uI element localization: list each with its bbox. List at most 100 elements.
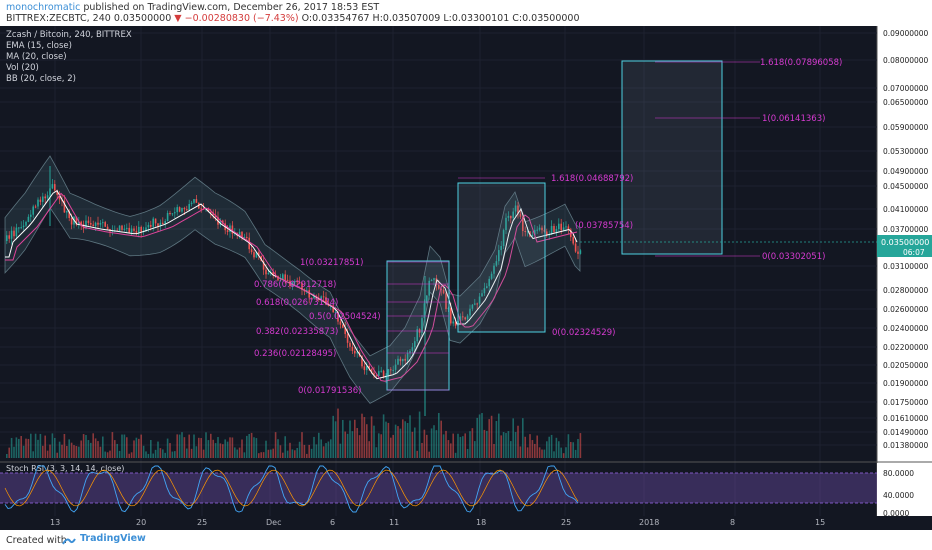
legend-ema[interactable]: EMA (15, close) — [6, 41, 72, 51]
candle-body — [493, 265, 495, 274]
fib-level-label: 0.618(0.02673174) — [256, 298, 338, 308]
volume-bar — [214, 443, 217, 458]
volume-bar — [579, 433, 582, 458]
volume-bar — [344, 431, 346, 458]
candle-body — [555, 229, 558, 232]
candle-body — [538, 227, 541, 230]
candle-body — [22, 225, 25, 228]
tradingview-brand[interactable]: TradingView — [80, 533, 146, 544]
volume-bar — [22, 445, 25, 458]
volume-bar — [330, 439, 332, 458]
fib-level-label: 1.618(0.07896058) — [760, 58, 842, 68]
candle-body — [442, 289, 445, 294]
candle-body — [183, 207, 186, 210]
volume-bar — [392, 434, 394, 458]
candle-body — [450, 307, 452, 324]
volume-bar — [517, 425, 519, 458]
volume-bar — [572, 442, 574, 458]
volume-bar — [73, 445, 75, 458]
volume-bar — [447, 440, 450, 458]
candle-body — [20, 227, 22, 229]
volume-bar — [358, 435, 361, 458]
candle-body — [231, 225, 234, 234]
volume-bar — [198, 437, 200, 458]
candle-body — [63, 200, 66, 213]
volume-bar — [94, 438, 97, 458]
candle-body — [150, 224, 152, 227]
price-tick: 0.02600000 — [883, 305, 929, 314]
volume-bar — [248, 433, 250, 458]
candle-body — [102, 222, 104, 224]
candle-body — [387, 369, 390, 376]
volume-bar — [66, 445, 68, 458]
volume-bar — [512, 418, 514, 458]
candle-body — [284, 274, 286, 280]
candle-body — [181, 207, 183, 212]
volume-bar — [190, 448, 193, 458]
time-axis[interactable]: 13 20 25 Dec 6 11 18 25 2018 8 15 — [0, 516, 932, 530]
chart-pane[interactable]: 0.09000000 0.08000000 0.07000000 0.06500000… — [0, 26, 932, 516]
volume-bar — [373, 425, 375, 458]
volume-bar — [219, 443, 222, 458]
candle-body — [558, 223, 560, 230]
candle-body — [104, 222, 106, 227]
volume-bar — [560, 447, 562, 458]
volume-bar — [238, 447, 241, 458]
price-tick: 0.05900000 — [883, 123, 929, 132]
candle-body — [440, 288, 442, 290]
volume-bar — [78, 446, 80, 458]
volume-bar — [471, 428, 474, 458]
volume-bar — [356, 428, 358, 458]
candle-body — [279, 279, 282, 281]
candle-body — [514, 205, 517, 212]
candle-body — [92, 224, 94, 226]
volume-bar — [498, 413, 500, 458]
volume-bar — [80, 440, 82, 458]
current-price-tag — [877, 235, 932, 257]
candle-body — [406, 353, 409, 361]
volume-bar — [128, 453, 130, 458]
fib-level-label: 1(0.03217851) — [300, 258, 363, 268]
volume-bar — [574, 449, 577, 458]
volume-bar — [526, 447, 529, 458]
candle-body — [255, 252, 258, 258]
volume-bar — [421, 442, 423, 458]
current-price-value: 0.03500000 — [881, 238, 929, 247]
volume-bar — [445, 430, 447, 458]
volume-bar — [75, 445, 78, 458]
volume-bar — [212, 439, 214, 458]
volume-bar — [282, 452, 284, 458]
volume-bar — [63, 434, 66, 458]
legend-bb[interactable]: BB (20, close, 2) — [6, 74, 76, 84]
volume-bar — [291, 449, 294, 458]
volume-bar — [178, 434, 181, 458]
candle-body — [363, 366, 366, 371]
candle-body — [80, 221, 82, 225]
legend-ma[interactable]: MA (20, close) — [6, 52, 67, 62]
candle-body — [169, 213, 171, 215]
candle-body — [373, 372, 375, 375]
price-tick: 0.02200000 — [883, 343, 929, 352]
candle-body — [325, 297, 327, 305]
candle-body — [349, 342, 351, 347]
volume-bar — [363, 417, 366, 458]
price-chart[interactable]: 0.09000000 0.08000000 0.07000000 0.06500000… — [0, 26, 932, 516]
volume-bar — [430, 428, 433, 458]
stoch-d-line — [4, 469, 579, 507]
candle-body — [344, 327, 346, 335]
candle-body — [392, 369, 394, 371]
author-link[interactable]: monochromatic — [6, 2, 81, 13]
candle-body — [58, 194, 61, 200]
volume-bar — [548, 436, 550, 458]
price-tick: 0.06500000 — [883, 98, 929, 107]
volume-bar — [174, 451, 176, 458]
volume-bar — [565, 447, 567, 458]
legend-vol[interactable]: Vol (20) — [6, 63, 39, 73]
candle-body — [159, 222, 162, 227]
volume-bar — [8, 447, 10, 458]
volume-bar — [111, 432, 114, 458]
volume-bar — [195, 446, 198, 458]
candle-body — [195, 198, 198, 203]
stoch-tick: 80.0000 — [883, 469, 914, 478]
candle-body — [426, 295, 428, 304]
